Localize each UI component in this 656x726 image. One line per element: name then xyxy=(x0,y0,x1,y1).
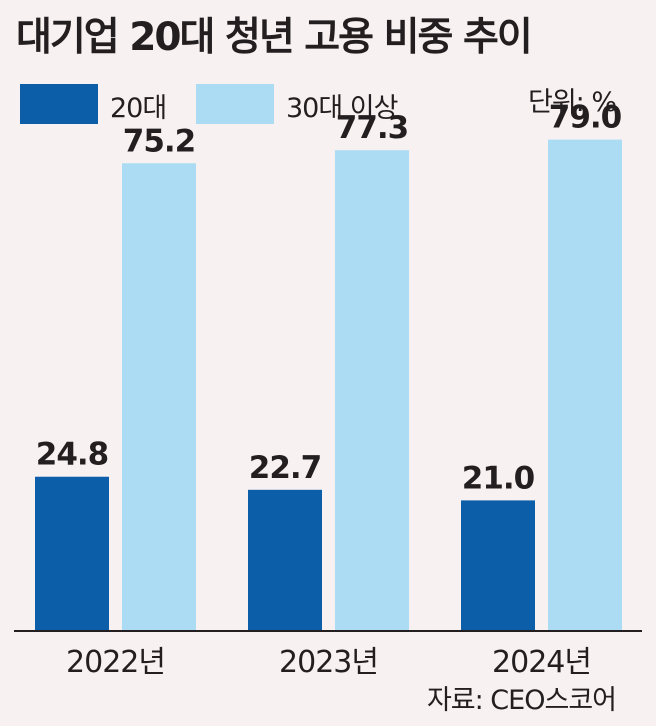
legend-swatch-30s-plus xyxy=(196,84,274,124)
bar-20s-2 xyxy=(461,500,535,631)
legend-label-30s-plus: 30대 이상 xyxy=(286,93,398,124)
bar-30s-plus-1 xyxy=(335,150,409,631)
value-label-30s-plus-1: 77.3 xyxy=(336,110,409,146)
x-tick-label-0: 2022년 xyxy=(66,645,165,680)
value-label-20s-1: 22.7 xyxy=(249,450,322,486)
bar-20s-0 xyxy=(35,476,109,631)
legend-label-20s: 20대 xyxy=(110,93,167,124)
bar-30s-plus-2 xyxy=(548,139,622,631)
unit-label: 단위: % xyxy=(527,87,617,118)
bar-20s-1 xyxy=(248,489,322,631)
x-tick-label-2: 2024년 xyxy=(492,645,591,680)
value-label-30s-plus-0: 75.2 xyxy=(123,123,196,159)
value-label-20s-0: 24.8 xyxy=(36,437,109,473)
chart-title: 대기업 20대 청년 고용 비중 추이 xyxy=(16,15,533,60)
x-tick-label-1: 2023년 xyxy=(279,645,378,680)
legend-swatch-20s xyxy=(20,84,98,124)
value-label-30s-plus-2: 79.0 xyxy=(549,100,622,136)
value-label-20s-2: 21.0 xyxy=(462,460,535,496)
bar-30s-plus-0 xyxy=(122,163,196,632)
source-note: 자료: CEO스코어 xyxy=(426,685,617,716)
